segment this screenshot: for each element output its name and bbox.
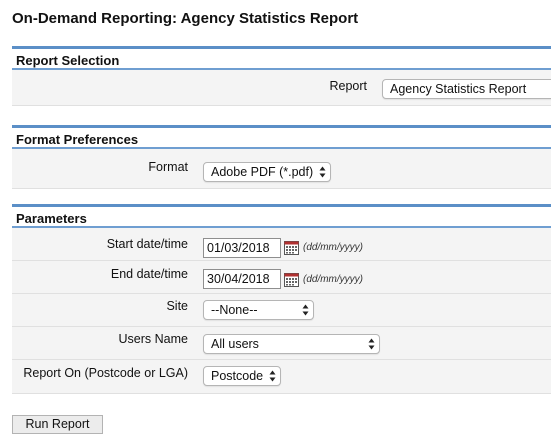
start-date-hint: (dd/mm/yyyy) xyxy=(303,242,363,253)
site-label: Site xyxy=(166,299,188,313)
parameters-heading: Parameters xyxy=(12,204,551,228)
format-preferences-heading: Format Preferences xyxy=(12,125,551,149)
start-date-row: Start date/time 01/03/2018 (dd/mm/yyyy) xyxy=(12,228,551,261)
users-name-select[interactable]: All users xyxy=(203,334,380,354)
report-selection-heading: Report Selection xyxy=(12,46,551,70)
end-date-label: End date/time xyxy=(110,267,188,281)
report-on-select-value: Postcode xyxy=(211,369,264,383)
page-title: On-Demand Reporting: Agency Statistics R… xyxy=(12,10,359,27)
end-date-hint: (dd/mm/yyyy) xyxy=(303,274,363,285)
users-name-row: Users Name All users xyxy=(12,327,551,360)
calendar-icon[interactable] xyxy=(284,272,299,287)
format-preferences-section: Format Preferences Format Adobe PDF (*.p… xyxy=(12,125,551,189)
run-report-button[interactable]: Run Report xyxy=(12,415,103,434)
start-date-input[interactable]: 01/03/2018 xyxy=(203,238,281,258)
end-date-input[interactable]: 30/04/2018 xyxy=(203,269,281,289)
format-select-value: Adobe PDF (*.pdf) xyxy=(211,165,314,179)
report-selection-section: Report Selection Report Agency Statistic… xyxy=(12,46,551,106)
parameters-section: Parameters Start date/time 01/03/2018 (d… xyxy=(12,204,551,394)
start-date-label: Start date/time xyxy=(106,237,188,251)
site-row: Site --None-- xyxy=(12,294,551,327)
format-select[interactable]: Adobe PDF (*.pdf) xyxy=(203,162,331,182)
calendar-icon[interactable] xyxy=(284,240,299,255)
format-label: Format xyxy=(148,160,188,174)
end-date-row: End date/time 30/04/2018 (dd/mm/yyyy) xyxy=(12,261,551,294)
report-on-label: Report On (Postcode or LGA) xyxy=(23,366,188,380)
updown-arrows-icon xyxy=(302,304,309,316)
site-select-value: --None-- xyxy=(211,303,258,317)
report-on-select[interactable]: Postcode xyxy=(203,366,281,386)
report-select-value: Agency Statistics Report xyxy=(390,82,527,96)
users-name-select-value: All users xyxy=(211,337,259,351)
report-select[interactable]: Agency Statistics Report xyxy=(382,79,551,99)
report-label: Report xyxy=(329,79,367,93)
site-select[interactable]: --None-- xyxy=(203,300,314,320)
updown-arrows-icon xyxy=(368,338,375,350)
report-on-row: Report On (Postcode or LGA) Postcode xyxy=(12,360,551,394)
updown-arrows-icon xyxy=(269,370,276,382)
format-row: Format Adobe PDF (*.pdf) xyxy=(12,149,551,189)
report-row: Report Agency Statistics Report xyxy=(12,70,551,106)
updown-arrows-icon xyxy=(319,166,326,178)
users-name-label: Users Name xyxy=(118,332,188,346)
